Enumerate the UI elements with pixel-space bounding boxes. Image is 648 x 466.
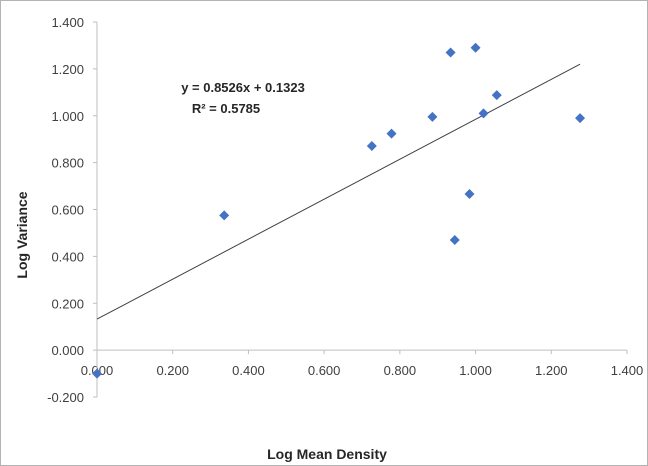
data-points [92, 42, 586, 379]
x-tick-label: 0.400 [232, 363, 265, 378]
data-point [464, 189, 475, 200]
data-point [491, 90, 502, 101]
x-tick-label: 0.800 [384, 363, 417, 378]
x-tick-label: 0.200 [156, 363, 189, 378]
y-axis-title: Log Variance [14, 191, 30, 278]
data-point [478, 108, 489, 119]
y-tick-label: -0.200 [47, 390, 84, 405]
data-point [445, 47, 456, 58]
y-tick-labels: -0.200 0.000 0.200 0.400 0.600 0.800 1.000 1.20… [47, 15, 84, 405]
trendline [96, 63, 581, 320]
y-tick-label: 0.800 [51, 156, 84, 171]
trendline-equation: y = 0.8526x + 0.1323 [181, 80, 305, 95]
y-tick-label: 1.000 [51, 109, 84, 124]
x-tick-label: 0.600 [308, 363, 341, 378]
y-tick-label: 1.400 [51, 15, 84, 30]
x-tick-label: 1.000 [459, 363, 492, 378]
y-axis-tick-marks [93, 21, 97, 398]
y-tick-label: 0.200 [51, 296, 84, 311]
x-tick-label: 1.400 [611, 363, 644, 378]
y-tick-label: 1.200 [51, 62, 84, 77]
x-axis-title: Log Mean Density [267, 446, 387, 462]
data-point [366, 140, 377, 151]
r-squared-label: R² = 0.5785 [192, 101, 260, 116]
x-tick-label: 1.200 [535, 363, 568, 378]
x-axis-tick-marks [96, 350, 628, 355]
y-tick-label: 0.400 [51, 249, 84, 264]
y-tick-label: 0.000 [51, 343, 84, 358]
data-point [92, 368, 102, 379]
data-point [575, 113, 586, 124]
data-point [449, 234, 460, 245]
data-point [386, 128, 397, 139]
data-point [427, 111, 438, 122]
data-point [219, 210, 230, 221]
y-tick-label: 0.600 [51, 203, 84, 218]
data-point [470, 42, 481, 53]
